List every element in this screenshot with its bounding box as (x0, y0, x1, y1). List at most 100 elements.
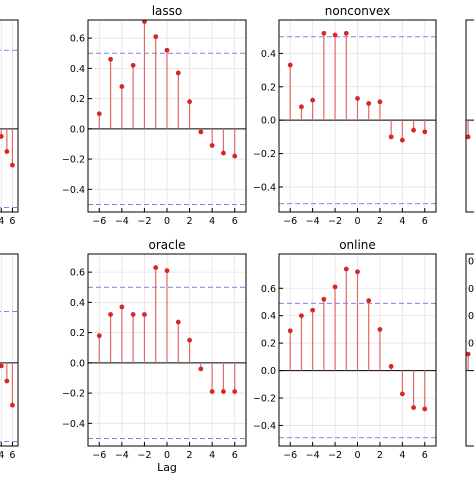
stem-marker (153, 265, 159, 271)
chart-panel-4 (465, 19, 474, 213)
plot-area (279, 254, 436, 446)
panel-title: nonconvex (325, 4, 390, 18)
stem-marker (10, 402, 15, 408)
stem-marker (198, 129, 204, 135)
y-tick-label: −0.4 (62, 419, 85, 430)
y-tick-label: 0.2 (468, 339, 474, 350)
chart-panel-3: −6 −4 −2 0 2 4 6 −0.4 −0.2 0.0 0.2 0.4 nonconvex (253, 4, 437, 227)
y-tick-label: 0.0 (261, 366, 276, 377)
stem-marker (299, 104, 304, 110)
y-tick-label: 0.2 (261, 339, 276, 350)
x-tick-label: −4 (115, 450, 129, 461)
plot-area (466, 260, 474, 372)
stem-marker (142, 312, 147, 317)
stem-marker (4, 378, 10, 384)
plot-frame (0, 19, 19, 213)
chart-panel-8: 0.8 0.6 0.4 0.2 (465, 253, 474, 447)
x-tick-label: −6 (283, 216, 297, 227)
stem-marker (310, 97, 316, 103)
stem-marker (343, 266, 349, 272)
y-tick-label: −0.4 (62, 185, 85, 196)
chart-panel-2: −6 −4 −2 0 2 4 6 −0.4 −0.2 0.0 0.2 0.4 0.6 lasso (62, 4, 247, 227)
stem-marker (232, 389, 238, 394)
stem-marker (130, 312, 136, 317)
stem-marker (332, 32, 338, 38)
chart-panel-7: −6 −4 −2 0 2 4 6 −0.4 −0.2 0.0 0.2 0.4 0.6 online (253, 238, 437, 461)
panel-title: online (339, 238, 376, 252)
x-tick-label: 4 (399, 216, 405, 227)
stem-marker (0, 134, 4, 139)
stem-marker (321, 30, 327, 36)
x-tick-label: 4 (399, 450, 405, 461)
stem-marker (355, 96, 360, 101)
stem-marker (221, 389, 226, 394)
stem-marker (287, 62, 293, 68)
plot-area (88, 20, 246, 212)
y-tick-label: −0.2 (62, 389, 85, 400)
x-tick-label: 2 (377, 450, 383, 461)
panel-title: lasso (152, 4, 183, 18)
y-tick-label: 0.8 (468, 256, 474, 267)
x-tick-label: −2 (137, 216, 151, 227)
x-tick-label: −4 (115, 216, 129, 227)
stem-marker (96, 111, 102, 117)
stem-marker (142, 20, 147, 24)
stem-marker (366, 101, 372, 106)
stem-marker (310, 307, 316, 313)
stem-marker (466, 134, 471, 140)
x-tick-label: −2 (328, 216, 342, 227)
x-tick-label: 2 (187, 216, 193, 227)
x-tick-label: 6 (9, 216, 15, 227)
y-tick-label: 0.4 (261, 311, 276, 322)
plot-frame (0, 253, 19, 447)
y-tick-label: 0.0 (70, 124, 85, 135)
stem-marker (422, 406, 428, 412)
stem-marker (164, 268, 170, 274)
x-tick-label: 4 (0, 216, 4, 227)
stem-marker (299, 313, 304, 319)
y-tick-label: 0.2 (70, 94, 85, 105)
stem-marker (96, 333, 102, 339)
stem-marker (466, 351, 471, 357)
y-tick-label: −0.4 (253, 182, 276, 193)
chart-panel-6: −6 −4 −2 0 2 4 6 −0.4 −0.2 0.0 0.2 0.4 0.6 oracle (62, 238, 247, 461)
x-tick-label: 0 (354, 450, 360, 461)
plot-area (0, 254, 18, 446)
stem-marker (130, 62, 136, 68)
stem-marker (175, 319, 181, 325)
stem-marker (10, 162, 15, 168)
x-tick-label: 4 (209, 216, 215, 227)
stem-marker (411, 405, 416, 410)
y-tick-label: 0.6 (70, 34, 85, 45)
y-tick-label: 0.4 (261, 49, 276, 60)
stem-marker (119, 304, 125, 310)
plot-area (466, 119, 474, 140)
stem-marker (332, 284, 338, 290)
x-tick-label: 6 (422, 216, 428, 227)
stem-marker (232, 153, 238, 159)
y-tick-label: −0.4 (253, 421, 276, 432)
stem-marker (377, 99, 383, 105)
x-tick-label: 0 (354, 216, 360, 227)
x-tick-label: 2 (187, 450, 193, 461)
stem-marker (108, 312, 113, 317)
stem-marker (377, 327, 383, 332)
stem-marker (221, 150, 226, 156)
x-tick-label: 0 (164, 450, 170, 461)
x-tick-label: 6 (232, 450, 238, 461)
stem-marker (321, 296, 327, 302)
stem-marker (175, 70, 181, 76)
y-tick-label: −0.2 (62, 155, 85, 166)
x-tick-label: 4 (209, 450, 215, 461)
x-axis-label-lag: Lag (157, 461, 177, 474)
x-tick-label: −6 (283, 450, 297, 461)
y-tick-label: 0.2 (70, 328, 85, 339)
x-tick-label: 6 (422, 450, 428, 461)
x-tick-label: 0 (164, 216, 170, 227)
x-tick-label: 4 (0, 450, 4, 461)
stem-marker (209, 389, 215, 394)
stem-marker (388, 134, 394, 140)
x-tick-label: −6 (92, 450, 106, 461)
